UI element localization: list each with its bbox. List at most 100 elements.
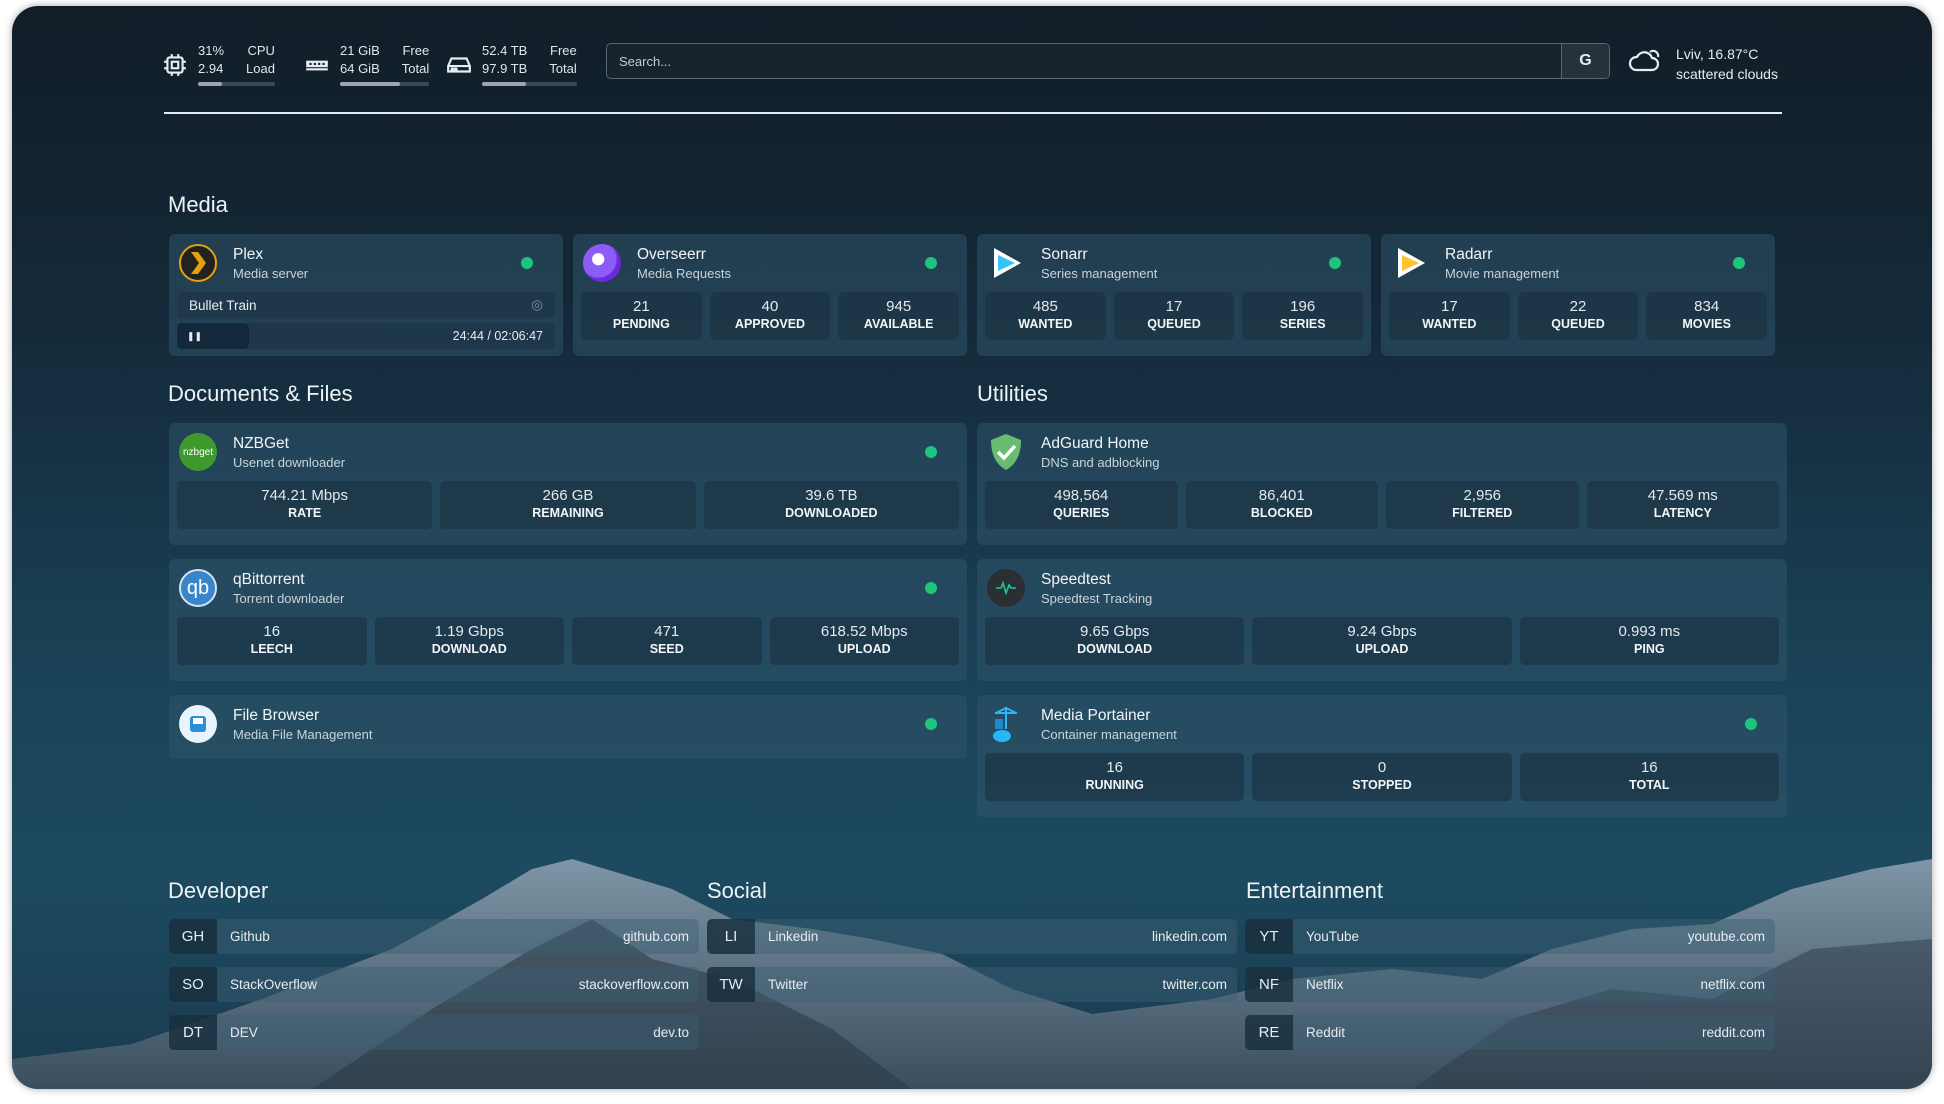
status-online-indicator <box>925 718 937 730</box>
bookmark-name[interactable]: Netflix <box>1306 977 1344 992</box>
service-card-nzbget[interactable]: nzbget NZBGet Usenet downloader 744.21 Mbps… <box>169 423 967 545</box>
stat-series: 196 SERIES <box>1242 292 1364 340</box>
status-online-indicator <box>925 257 937 269</box>
stat-seed: 471 SEED <box>572 617 762 665</box>
stat-value: 16 <box>1640 759 1658 776</box>
stat-value: 22 <box>1569 298 1587 315</box>
stat-label: UPLOAD <box>1355 642 1409 656</box>
bookmark-twitter[interactable]: TW Twitter twitter.com <box>707 967 1237 1002</box>
bookmark-abbreviation: YT <box>1245 919 1293 954</box>
service-name[interactable]: AdGuard Home <box>1041 434 1149 452</box>
bookmark-abbreviation: LI <box>707 919 755 954</box>
service-card-file-browser[interactable]: File Browser Media File Management <box>169 695 967 759</box>
stat-label: REMAINING <box>532 506 604 520</box>
bookmark-url[interactable]: netflix.com <box>1700 977 1765 992</box>
bookmark-netflix[interactable]: NF Netflix netflix.com <box>1245 967 1775 1002</box>
bookmark-name[interactable]: Twitter <box>768 977 808 992</box>
bookmark-stackoverflow[interactable]: SO StackOverflow stackoverflow.com <box>169 967 699 1002</box>
service-name[interactable]: Radarr <box>1445 245 1493 263</box>
bookmark-url[interactable]: dev.to <box>653 1025 689 1040</box>
stat-label: AVAILABLE <box>863 317 934 331</box>
nzbget-icon: nzbget <box>179 433 217 471</box>
card-header: Radarr Movie management <box>1381 234 1775 292</box>
bookmark-url[interactable]: github.com <box>622 929 689 944</box>
pause-icon[interactable]: ❚❚ <box>187 330 203 341</box>
card-title-block: AdGuard Home DNS and adblocking <box>1041 435 1777 470</box>
bookmark-dev[interactable]: DT DEV dev.to <box>169 1015 699 1050</box>
stat-label: FILTERED <box>1452 506 1513 520</box>
card-stats: 498,564 QUERIES 86,401 BLOCKED 2,956 FILTERED… <box>977 481 1787 529</box>
bookmark-url[interactable]: stackoverflow.com <box>578 977 689 992</box>
stat-available: 945 AVAILABLE <box>838 292 960 340</box>
service-name[interactable]: File Browser <box>233 706 320 724</box>
bookmark-name[interactable]: DEV <box>230 1025 258 1040</box>
card-header: Overseerr Media Requests <box>573 234 967 292</box>
service-card-plex[interactable]: Plex Media server Bullet Train ◎ ❚❚ 24:44 / 0… <box>169 234 563 356</box>
stat-value: 485 <box>1032 298 1058 315</box>
stat-value: 21 <box>632 298 650 315</box>
search-bar[interactable]: Search... G <box>606 43 1610 79</box>
stat-value: 0.993 ms <box>1618 623 1681 640</box>
sonarr-icon <box>987 244 1025 282</box>
bookmark-body[interactable]: Github github.com <box>217 919 699 954</box>
service-card-radarr[interactable]: Radarr Movie management 17 WANTED 22 QUEUED 83… <box>1381 234 1775 356</box>
service-name[interactable]: Plex <box>233 245 264 263</box>
bookmark-url[interactable]: twitter.com <box>1162 977 1227 992</box>
status-online-indicator <box>1329 257 1341 269</box>
bookmark-body[interactable]: DEV dev.to <box>217 1015 699 1050</box>
bookmark-github[interactable]: GH Github github.com <box>169 919 699 954</box>
stream-info-icon[interactable]: ◎ <box>531 297 543 312</box>
stat-label: QUEUED <box>1147 317 1201 331</box>
bookmark-name[interactable]: Linkedin <box>768 929 819 944</box>
google-search-button[interactable]: G <box>1561 44 1609 78</box>
service-name[interactable]: Overseerr <box>637 245 706 263</box>
weather-widget: Lviv, 16.87°C scattered clouds <box>1628 44 1778 84</box>
stat-stopped: 0 STOPPED <box>1252 753 1512 801</box>
bookmark-url[interactable]: reddit.com <box>1701 1025 1765 1040</box>
cpu-percent: 31% <box>198 43 225 58</box>
service-name[interactable]: qBittorrent <box>233 570 305 588</box>
overseerr-icon <box>583 244 621 282</box>
service-name[interactable]: NZBGet <box>233 434 289 452</box>
bookmark-name[interactable]: StackOverflow <box>230 977 318 992</box>
bookmark-body[interactable]: Netflix netflix.com <box>1293 967 1775 1002</box>
load-label: Load <box>246 61 275 76</box>
bookmark-url[interactable]: youtube.com <box>1687 929 1765 944</box>
service-card-overseerr[interactable]: Overseerr Media Requests 21 PENDING 40 APPROV… <box>573 234 967 356</box>
bookmark-url[interactable]: linkedin.com <box>1151 929 1227 944</box>
service-name[interactable]: Sonarr <box>1041 245 1088 263</box>
bookmark-name[interactable]: Github <box>230 929 270 944</box>
bookmark-body[interactable]: Twitter twitter.com <box>755 967 1237 1002</box>
service-name[interactable]: Media Portainer <box>1041 706 1151 724</box>
bookmark-youtube[interactable]: YT YouTube youtube.com <box>1245 919 1775 954</box>
bookmark-body[interactable]: Reddit reddit.com <box>1293 1015 1775 1050</box>
stat-value: 498,564 <box>1054 487 1109 504</box>
bookmark-reddit[interactable]: RE Reddit reddit.com <box>1245 1015 1775 1050</box>
stat-label: DOWNLOAD <box>431 642 507 656</box>
service-card-speedtest[interactable]: Speedtest Speedtest Tracking 9.65 Gbps DOWN… <box>977 559 1787 681</box>
service-name[interactable]: Speedtest <box>1041 570 1111 588</box>
bookmark-body[interactable]: StackOverflow stackoverflow.com <box>217 967 699 1002</box>
card-stats: 744.21 Mbps RATE 266 GB REMAINING 39.6 TB DOW… <box>169 481 967 529</box>
section-title-developer: Developer <box>168 878 269 903</box>
stat-value: 2,956 <box>1463 487 1502 504</box>
service-card-adguard-home[interactable]: AdGuard Home DNS and adblocking 498,564 QUE… <box>977 423 1787 545</box>
service-card-media-portainer[interactable]: Media Portainer Container management 16 RUN… <box>977 695 1787 817</box>
status-online-indicator <box>1733 257 1745 269</box>
bookmark-name[interactable]: YouTube <box>1306 929 1360 944</box>
memory-total: 64 GiB <box>340 61 380 76</box>
qbittorrent-icon: qb <box>179 569 217 607</box>
bookmark-name[interactable]: Reddit <box>1306 1025 1346 1040</box>
service-card-qbittorrent[interactable]: qb qBittorrent Torrent downloader 16 LEECH 1.… <box>169 559 967 681</box>
stat-blocked: 86,401 BLOCKED <box>1185 481 1378 529</box>
stat-ping: 0.993 ms PING <box>1519 617 1779 665</box>
stat-value: 9.24 Gbps <box>1347 623 1417 640</box>
search-input[interactable]: Search... <box>619 53 672 69</box>
bookmark-body[interactable]: YouTube youtube.com <box>1293 919 1775 954</box>
bookmark-linkedin[interactable]: LI Linkedin linkedin.com <box>707 919 1237 954</box>
bookmark-body[interactable]: Linkedin linkedin.com <box>755 919 1237 954</box>
card-title-block: Sonarr Series management <box>1041 246 1329 281</box>
service-description: Series management <box>1041 265 1158 281</box>
stat-label: WANTED <box>1422 317 1477 331</box>
service-card-sonarr[interactable]: Sonarr Series management 485 WANTED 17 QUEUED… <box>977 234 1371 356</box>
